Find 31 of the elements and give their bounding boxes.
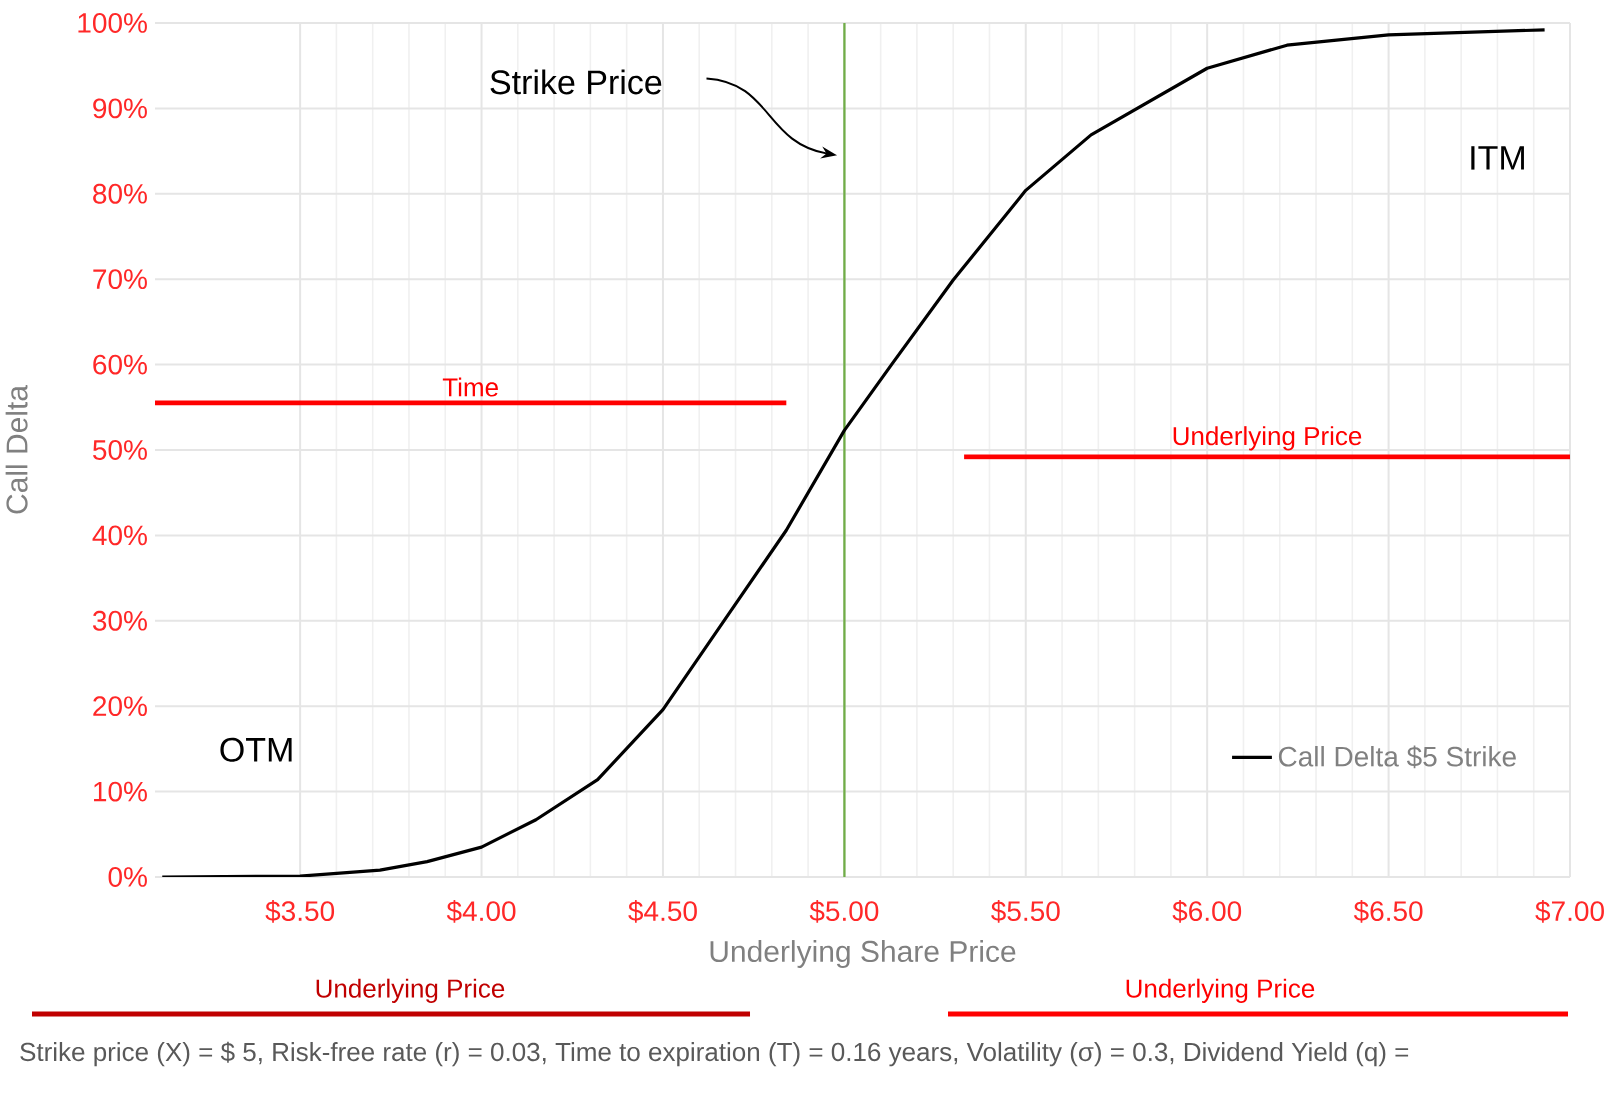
x-axis-title: Underlying Share Price: [710, 940, 1016, 968]
y-tick-label: 10%: [94, 781, 147, 802]
x-tick-label: $5.50: [991, 900, 1060, 923]
text: Underlying Price: [316, 978, 505, 1003]
text: Strike price (X) = $ 5, Risk-free rate (r) = 0.03, Time to expiration (T) = 0.16 years, Volatility (σ) = 0.3, Dividend Yield (q) =: [20, 1041, 1409, 1067]
series-label: Underlying Price: [1173, 426, 1362, 451]
x-tick-label: $3.50: [265, 900, 335, 923]
y-tick-label: 30%: [92, 610, 147, 631]
x-tick-label: $6.50: [1353, 900, 1423, 923]
y-tick-label: 0%: [108, 867, 147, 887]
series-label: Time: [442, 377, 498, 397]
y-axis-title: Call Delta: [5, 385, 28, 514]
y-tick-label: 100%: [78, 13, 147, 33]
annotation: Strike Price: [490, 69, 662, 95]
y-tick-label: 80%: [93, 183, 147, 204]
y-tick-label: 20%: [93, 696, 147, 717]
x-tick-label: $7.00: [1535, 900, 1604, 923]
x-tick-label: $5.00: [809, 900, 879, 923]
y-tick-label: 60%: [93, 354, 147, 375]
x-tick-label: $6.00: [1172, 900, 1242, 923]
line-series: [160, 28, 1547, 877]
annotation: ITM: [1471, 146, 1524, 170]
y-tick-label: 70%: [93, 269, 147, 290]
text: Underlying Price: [1126, 978, 1315, 1003]
legend-label: Call Delta $5 Strike: [1278, 745, 1516, 769]
x-tick-label: $4.00: [446, 900, 516, 923]
y-tick-label: 40%: [92, 525, 147, 546]
y-tick-label: 90%: [93, 98, 147, 119]
x-tick-label: $4.50: [628, 900, 697, 923]
y-tick-label: 50%: [93, 440, 147, 460]
annotation: OTM: [220, 737, 292, 762]
